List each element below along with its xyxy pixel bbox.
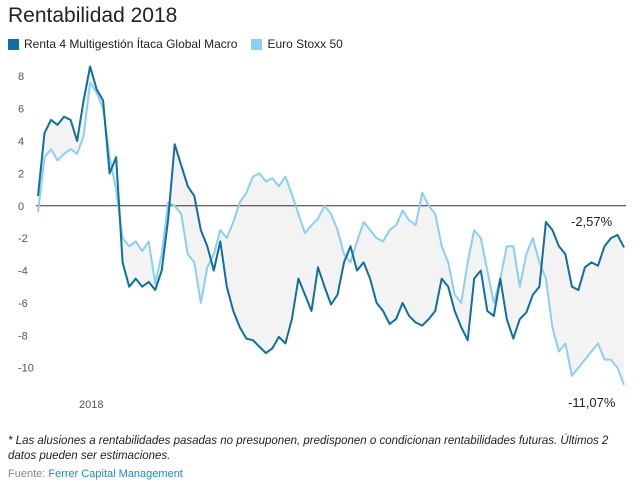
- y-axis-ticks: -10 -8 -6 -4 -2 0 2 4 6 8: [18, 71, 34, 375]
- source-link[interactable]: Ferrer Capital Management: [48, 468, 183, 480]
- series-lines: [37, 65, 625, 386]
- source-line: Fuente: Ferrer Capital Management: [8, 468, 183, 480]
- y-tick-label: 6: [18, 104, 24, 116]
- y-tick-label: 4: [18, 136, 24, 148]
- y-tick-label: -8: [18, 330, 28, 342]
- line-chart: -10 -8 -6 -4 -2 0 2 4 6 8 2018 -2,57% -11,07%: [18, 65, 626, 411]
- end-labels: -2,57% -11,07%: [568, 214, 616, 410]
- y-tick-label: -2: [18, 233, 28, 245]
- series-line-index: [37, 81, 625, 386]
- end-label-fund: -2,57%: [571, 214, 613, 229]
- y-tick-label: 0: [18, 201, 24, 213]
- series-line-fund: [37, 65, 625, 355]
- legend-item-fund[interactable]: Renta 4 Multigestión Ítaca Global Macro: [8, 37, 237, 51]
- y-tick-label: 2: [18, 168, 24, 180]
- legend-swatch-fund: [8, 38, 19, 50]
- legend-label-fund: Renta 4 Multigestión Ítaca Global Macro: [24, 37, 238, 51]
- end-label-index: -11,07%: [568, 395, 616, 410]
- footnote: * Las alusiones a rentabilidades pasadas…: [8, 435, 609, 462]
- legend-item-index[interactable]: Euro Stoxx 50: [251, 37, 343, 51]
- chart-title: Rentabilidad 2018: [8, 4, 178, 27]
- x-axis-ticks: 2018: [79, 399, 103, 411]
- y-tick-label: -4: [18, 266, 28, 278]
- source-prefix: Fuente:: [8, 468, 49, 480]
- legend-label-index: Euro Stoxx 50: [267, 37, 343, 51]
- y-tick-label: -6: [18, 298, 28, 310]
- x-tick-label: 2018: [79, 399, 103, 411]
- y-tick-label: 8: [18, 71, 24, 83]
- area-between-series: [38, 66, 624, 385]
- between-series-fill: [38, 66, 624, 385]
- legend-swatch-index: [251, 38, 263, 50]
- y-tick-label: -10: [18, 363, 34, 375]
- chart-legend: Renta 4 Multigestión Ítaca Global Macro …: [8, 37, 357, 51]
